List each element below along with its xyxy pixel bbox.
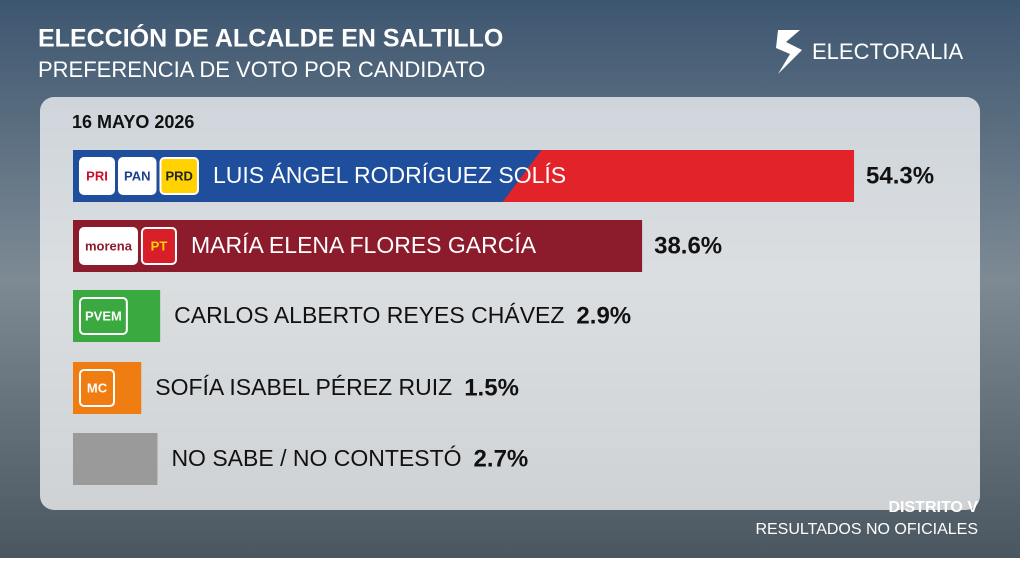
logo-label: MC	[87, 380, 108, 395]
logo-label: PAN	[124, 168, 150, 183]
title: ELECCIÓN DE ALCALDE EN SALTILLO	[38, 23, 503, 53]
value-label: 2.7%	[474, 445, 529, 472]
value-label: 2.9%	[576, 302, 631, 329]
logo	[79, 227, 138, 265]
logo	[118, 157, 157, 195]
logo-label: PRI	[86, 168, 108, 183]
logo	[79, 157, 115, 195]
logo-label: PT	[151, 238, 168, 253]
date: 16 MAYO 2026	[72, 112, 194, 132]
footer-district: DISTRITO V	[889, 499, 979, 516]
logo-label: PVEM	[85, 308, 122, 323]
brand-icon	[776, 30, 802, 74]
value-label: 1.5%	[464, 374, 519, 401]
candidate-name: SOFÍA ISABEL PÉREZ RUIZ	[155, 374, 452, 400]
logo	[79, 297, 128, 335]
logo-label: PRD	[165, 168, 192, 183]
value-label: 54.3%	[866, 162, 934, 189]
logo	[159, 157, 199, 195]
logo	[79, 369, 115, 407]
bar	[73, 433, 121, 485]
candidate-name: LUIS ÁNGEL RODRÍGUEZ SOLÍS	[213, 162, 566, 188]
candidate-name: MARÍA ELENA FLORES GARCÍA	[191, 232, 537, 258]
value-label: 38.6%	[654, 232, 722, 259]
logo	[140, 227, 177, 265]
candidate-name: CARLOS ALBERTO REYES CHÁVEZ	[174, 302, 564, 328]
subtitle: PREFERENCIA DE VOTO POR CANDIDATO	[38, 57, 485, 82]
candidate-name: NO SABE / NO CONTESTÓ	[171, 445, 461, 471]
logo-label: morena	[85, 238, 133, 253]
brand: ELECTORALIA	[812, 39, 964, 64]
footer-note: RESULTADOS NO OFICIALES	[755, 521, 978, 538]
